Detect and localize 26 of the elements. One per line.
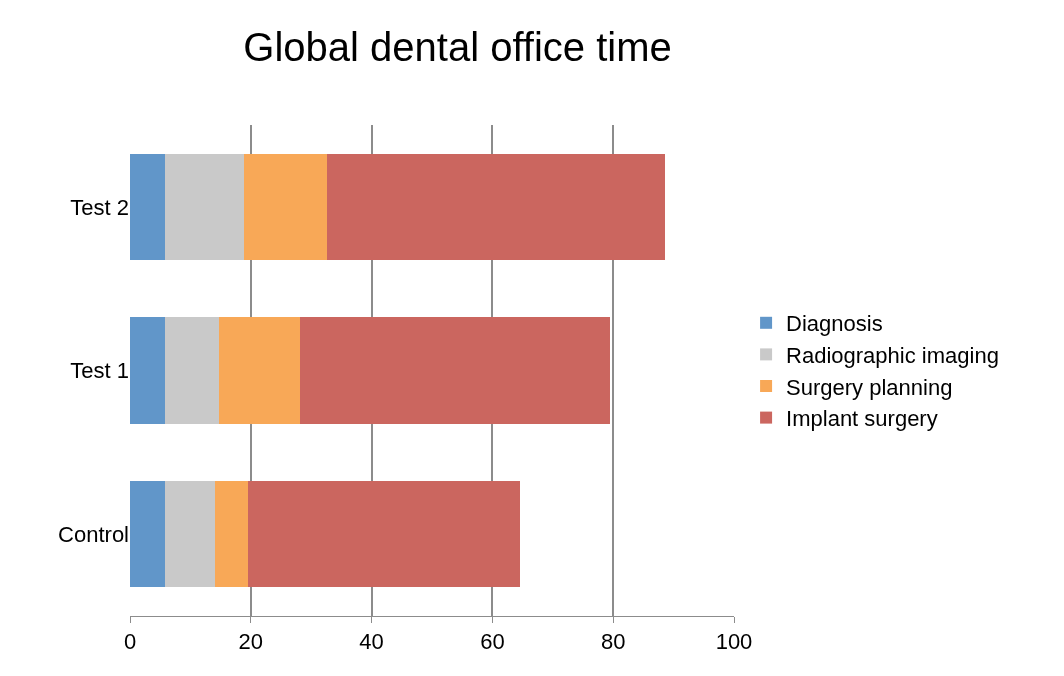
- x-tick-label: 40: [359, 629, 384, 655]
- x-tick-label: 60: [480, 629, 505, 655]
- legend-label: Radiographic imaging: [786, 342, 999, 368]
- bar: [247, 480, 520, 588]
- bar: [165, 480, 215, 588]
- x-tick-label: 80: [600, 629, 626, 655]
- bar: [214, 480, 248, 588]
- bar: [165, 153, 245, 261]
- legend-label: Implant surgery: [786, 406, 938, 432]
- legend-label: Surgery planning: [786, 374, 953, 400]
- bar: [130, 317, 166, 424]
- y-tick-label: Control: [58, 521, 129, 547]
- x-tick-label: 100: [715, 629, 753, 655]
- bar: [326, 153, 666, 261]
- y-tick-label: Test 1: [70, 358, 129, 384]
- chart-title: Global dental office time: [243, 25, 672, 70]
- x-tick-label: 0: [123, 629, 137, 655]
- bar: [219, 317, 301, 424]
- bar: [130, 480, 166, 588]
- y-tick-label: Test 2: [70, 194, 129, 220]
- bar: [130, 153, 166, 261]
- bar: [244, 153, 327, 261]
- bar: [165, 317, 220, 424]
- legend-label: Diagnosis: [786, 311, 883, 337]
- bar: [300, 317, 610, 424]
- x-tick-label: 20: [238, 629, 264, 655]
